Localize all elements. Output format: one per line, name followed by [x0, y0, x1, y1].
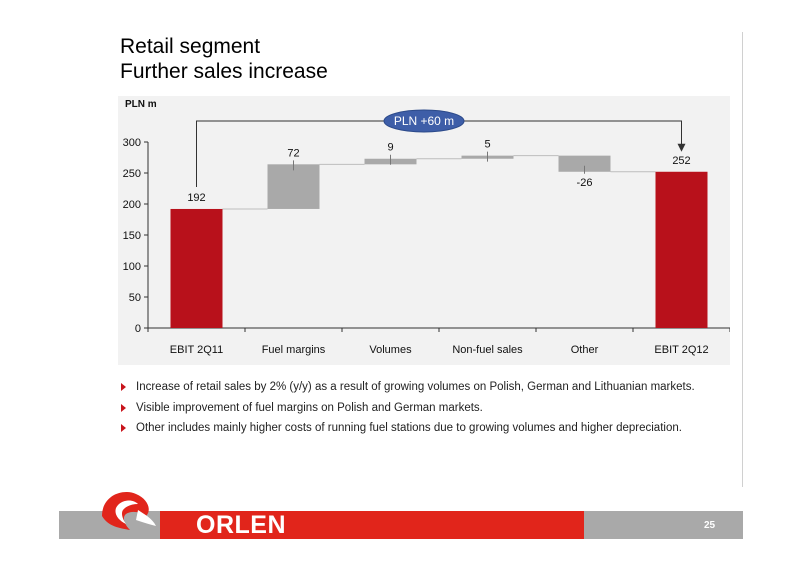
bar-ebit-2q11	[170, 208, 223, 328]
bullet-text: Visible improvement of fuel margins on P…	[136, 401, 483, 414]
orlen-eagle-logo-icon	[102, 492, 156, 530]
bullet-arrow-icon	[121, 403, 126, 412]
bracket-arrow-icon	[677, 143, 686, 152]
bullet-arrow-icon	[121, 424, 126, 432]
y-tick-label: 250	[123, 168, 141, 180]
y-tick-label: 200	[123, 199, 141, 211]
page-number: 25	[704, 520, 716, 531]
y-tick-label: 300	[123, 137, 141, 149]
callout-ellipse	[383, 109, 465, 133]
data-label: 252	[672, 155, 690, 167]
title-line-1: Retail segment	[120, 35, 261, 58]
data-label: 72	[287, 147, 299, 159]
footer-brand-band	[160, 511, 584, 539]
y-tick-label: 50	[129, 292, 141, 304]
bar-other	[558, 155, 611, 172]
data-label: 192	[187, 192, 205, 204]
bullet-arrow-icon	[121, 383, 126, 391]
brand-logo-text: ORLEN	[196, 511, 286, 539]
waterfall-chart: PLN m 0 50 100 150 200 250 300 192 EBIT 2Q11 72 Fue…	[123, 99, 730, 356]
bullet-text: Other includes mainly higher costs of ru…	[136, 422, 682, 434]
bar-ebit-2q12	[655, 171, 708, 328]
title-line-2: Further sales increase	[120, 60, 328, 83]
data-label: 5	[484, 139, 490, 151]
chart-panel: PLN m 0 50 100 150 200 250 300 192 EBIT 2Q11 72 Fue…	[118, 96, 730, 365]
unit-label: PLN m	[125, 99, 157, 110]
bullet-text: Increase of retail sales by 2% (y/y) as …	[136, 381, 695, 393]
bar-fuel-margins	[267, 164, 320, 209]
x-category-label: Non-fuel sales	[452, 344, 523, 356]
y-tick-label: 150	[123, 230, 141, 242]
x-category-label: Other	[571, 344, 599, 356]
callout-label: PLN +60 m	[394, 114, 454, 128]
y-tick-label: 100	[123, 261, 141, 273]
x-category-label: Volumes	[369, 344, 412, 356]
bullet-item: Visible improvement of fuel margins on P…	[118, 398, 728, 419]
y-tick-label: 0	[135, 323, 141, 335]
x-category-label: Fuel margins	[262, 344, 326, 356]
data-label: -26	[577, 177, 593, 189]
right-divider	[742, 32, 743, 487]
bullet-item: Other includes mainly higher costs of ru…	[118, 418, 728, 439]
data-label: 9	[387, 142, 393, 154]
bullet-item: Increase of retail sales by 2% (y/y) as …	[118, 377, 728, 398]
x-category-label: EBIT 2Q11	[170, 344, 223, 356]
slide-title: Retail segment Further sales increase	[120, 34, 328, 84]
x-category-label: EBIT 2Q12	[654, 344, 708, 356]
bullet-list: Increase of retail sales by 2% (y/y) as …	[118, 377, 728, 439]
